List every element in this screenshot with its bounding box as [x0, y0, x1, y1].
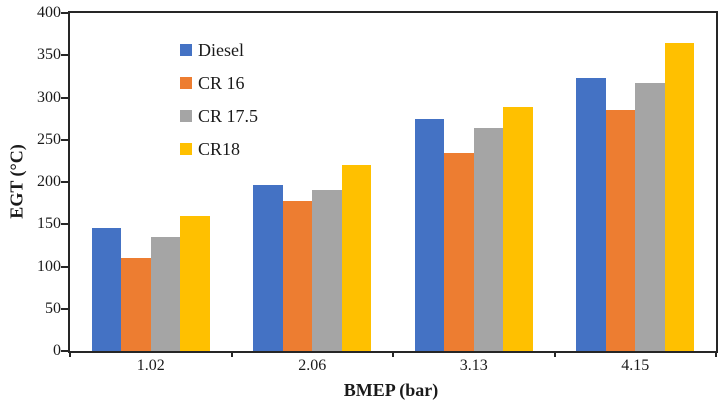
bar-cr-16-3.13 — [444, 153, 474, 351]
x-tick-mark — [392, 351, 394, 357]
y-tick-label: 50 — [45, 299, 61, 317]
x-tick-mark — [715, 351, 717, 357]
bar-diesel-2.06 — [253, 184, 283, 351]
legend-swatch-icon — [180, 44, 192, 56]
y-tick-label: 200 — [37, 173, 61, 190]
y-tick-mark — [61, 181, 68, 183]
y-tick-mark — [61, 223, 68, 226]
y-tick-mark — [61, 265, 68, 268]
legend-item: Diesel — [180, 39, 258, 61]
legend-label: CR18 — [198, 138, 241, 159]
bar-diesel-1.02 — [91, 228, 122, 351]
x-tick-mark — [553, 351, 556, 357]
y-tick-label: 0 — [53, 342, 61, 359]
legend-label: Diesel — [198, 39, 244, 60]
legend-item: CR 16 — [180, 72, 258, 94]
plot-area: Diesel CR 16 CR 17.5 CR18 — [68, 11, 718, 353]
y-tick-mark — [61, 12, 68, 14]
x-tick-label: 4.15 — [621, 357, 650, 374]
legend-label: CR 17.5 — [198, 105, 259, 126]
y-tick-mark — [61, 54, 68, 57]
bar-cr-16-2.06 — [282, 200, 313, 351]
bar-cr-17.5-1.02 — [150, 236, 181, 351]
bar-cr18-2.06 — [341, 165, 372, 351]
bar-cr18-1.02 — [180, 215, 210, 351]
y-tick-label: 300 — [37, 88, 61, 106]
bar-diesel-4.15 — [576, 78, 606, 351]
y-tick-mark — [61, 96, 68, 99]
y-tick-mark — [61, 138, 68, 141]
legend-item: CR18 — [180, 138, 258, 160]
bar-cr18-3.13 — [503, 106, 533, 351]
y-tick-label: 350 — [37, 46, 61, 64]
legend-label: CR 16 — [198, 72, 245, 93]
legend: Diesel CR 16 CR 17.5 CR18 — [180, 39, 258, 171]
legend-swatch-icon — [180, 110, 192, 122]
bar-cr-16-4.15 — [605, 110, 636, 351]
x-tick-label: 3.13 — [459, 357, 488, 374]
legend-item: CR 17.5 — [180, 105, 258, 127]
bar-cr18-4.15 — [664, 42, 695, 351]
y-tick-label: 250 — [37, 130, 61, 148]
x-axis-title: BMEP (bar) — [343, 380, 439, 400]
x-tick-label: 1.02 — [136, 357, 165, 374]
bar-cr-17.5-4.15 — [635, 83, 665, 351]
y-tick-label: 150 — [37, 215, 61, 233]
legend-swatch-icon — [180, 143, 192, 155]
bar-cr-17.5-3.13 — [473, 127, 504, 351]
bar-diesel-3.13 — [414, 118, 445, 351]
legend-swatch-icon — [180, 77, 192, 89]
x-tick-mark — [69, 351, 71, 357]
y-tick-mark — [61, 350, 68, 352]
bar-cr-17.5-2.06 — [312, 190, 342, 351]
x-tick-label: 2.06 — [298, 357, 327, 374]
y-tick-label: 400 — [37, 4, 61, 21]
y-tick-mark — [61, 307, 68, 310]
y-tick-label: 100 — [37, 257, 61, 275]
bar-cr-16-1.02 — [121, 258, 151, 351]
x-tick-mark — [230, 351, 233, 357]
